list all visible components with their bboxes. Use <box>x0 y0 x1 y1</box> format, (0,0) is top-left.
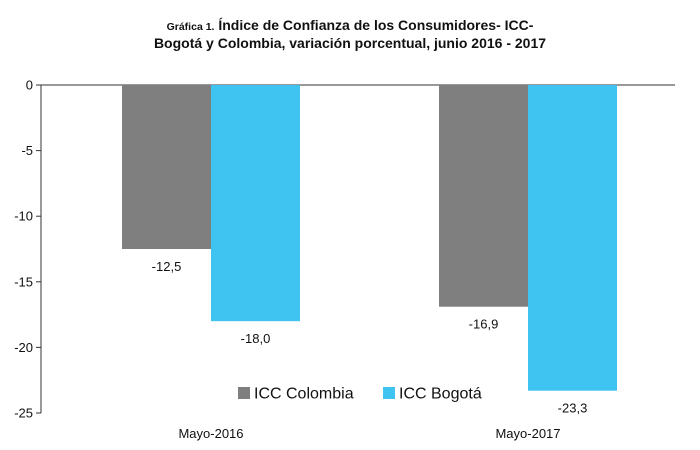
legend-swatch <box>383 387 395 399</box>
data-label: -18,0 <box>241 331 271 346</box>
legend-label: ICC Bogotá <box>399 386 482 403</box>
legend-label: ICC Colombia <box>254 386 354 403</box>
y-tick-label: -5 <box>21 143 33 158</box>
y-tick-label: 0 <box>26 78 33 93</box>
x-category-label: Mayo-2017 <box>495 426 560 441</box>
y-tick-label: -20 <box>14 340 33 355</box>
bar-icc-colombia-1 <box>439 85 528 307</box>
y-tick-label: -15 <box>14 274 33 289</box>
legend-swatch <box>238 387 250 399</box>
chart-title-line-2: Bogotá y Colombia, variación porcentual,… <box>153 35 547 51</box>
legend: ICC Colombia ICC Bogotá <box>238 386 482 403</box>
bar-icc-colombia-0 <box>122 85 211 249</box>
data-labels: -12,5 -18,0 -16,9 -23,3 <box>152 259 588 416</box>
x-category-label: Mayo-2016 <box>178 426 243 441</box>
chart-title-lead: Gráfica 1. <box>166 21 215 33</box>
data-label: -12,5 <box>152 259 182 274</box>
y-tick-label: -25 <box>14 406 33 421</box>
bar-icc-bogota-0 <box>211 85 300 322</box>
y-tick-label: -10 <box>14 209 33 224</box>
data-label: -23,3 <box>558 401 588 416</box>
chart-title-text: Índice de Confianza de los Consumidores-… <box>218 17 534 33</box>
data-label: -16,9 <box>469 317 499 332</box>
bar-icc-bogota-1 <box>528 85 617 391</box>
bars <box>122 85 617 391</box>
chart-title-line-1: Gráfica 1. Índice de Confianza de los Co… <box>0 17 700 36</box>
